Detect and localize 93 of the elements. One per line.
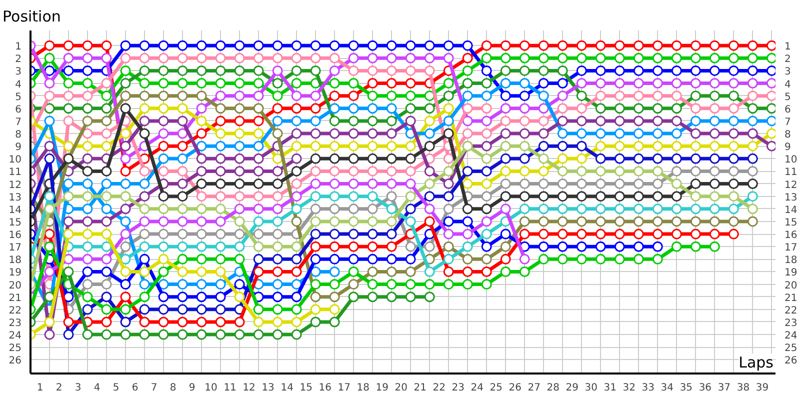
x-tick-label: 2 — [56, 382, 62, 394]
x-tick-label: 6 — [132, 382, 138, 394]
x-tick-label: 35 — [680, 382, 693, 394]
x-tick-label: 16 — [318, 382, 332, 394]
x-tick-label: 28 — [546, 382, 560, 394]
x-axis-title: Laps — [738, 354, 774, 372]
y2-tick-label: 18 — [784, 255, 798, 266]
y-tick-label: 16 — [8, 230, 22, 242]
x-tick-label: 12 — [242, 382, 256, 394]
y2-tick-label: 11 — [784, 167, 798, 178]
x-tick-label: 7 — [150, 382, 158, 394]
y2-tick-label: 12 — [784, 180, 798, 191]
y-tick-label: 21 — [8, 292, 22, 304]
y2-tick-label: 6 — [784, 104, 791, 116]
y-tick-label: 10 — [8, 154, 22, 166]
y2-tick-label: 22 — [784, 305, 798, 316]
y-tick-label: 8 — [15, 130, 22, 141]
y-axis-title: Position — [2, 8, 61, 26]
x-tick-label: 22 — [432, 382, 446, 394]
x-tick-label: 4 — [94, 382, 100, 394]
x-tick-label: 3 — [74, 382, 82, 394]
x-tick-label: 38 — [736, 382, 750, 394]
x-tick-label: 19 — [376, 382, 388, 394]
y2-tick-label: 21 — [784, 292, 798, 304]
y2-tick-label: 7 — [784, 116, 791, 128]
y2-tick-label: 25 — [784, 343, 798, 354]
y-tick-label: 18 — [8, 255, 22, 266]
y2-tick-label: 20 — [784, 280, 798, 292]
y2-tick-label: 15 — [784, 217, 798, 228]
x-tick-label: 13 — [262, 382, 274, 394]
y2-tick-label: 13 — [784, 192, 798, 204]
x-tick-label: 1 — [36, 382, 44, 394]
y-tick-label: 19 — [8, 268, 22, 279]
y2-tick-label: 10 — [784, 154, 798, 166]
y2-tick-label: 23 — [784, 318, 798, 329]
y2-tick-label: 2 — [784, 54, 791, 66]
x-tick-label: 26 — [508, 382, 522, 394]
y2-tick-label: 5 — [784, 92, 791, 103]
x-tick-label: 34 — [660, 382, 674, 394]
x-tick-label: 24 — [470, 382, 484, 394]
y2-tick-label: 3 — [784, 66, 791, 78]
x-tick-label: 21 — [414, 382, 426, 394]
x-tick-label: 37 — [718, 382, 731, 394]
y-tick-label: 2 — [15, 54, 22, 66]
y-tick-label: 26 — [8, 356, 22, 367]
y-tick-label: 7 — [15, 116, 22, 128]
y-tick-label: 3 — [15, 66, 22, 78]
x-tick-label: 31 — [604, 382, 617, 394]
x-tick-label: 18 — [356, 382, 370, 394]
x-tick-label: 29 — [566, 382, 579, 394]
y2-tick-label: 26 — [784, 356, 798, 367]
y-tick-label: 23 — [8, 318, 22, 329]
x-tick-label: 17 — [338, 382, 350, 394]
x-tick-label: 9 — [188, 382, 196, 394]
y-tick-label: 13 — [8, 192, 22, 204]
y-tick-label: 6 — [15, 104, 22, 116]
y-tick-label: 25 — [8, 343, 22, 354]
x-tick-label: 39 — [756, 382, 769, 394]
y2-tick-label: 16 — [784, 230, 798, 242]
x-tick-label: 25 — [490, 382, 502, 394]
y2-tick-label: 14 — [784, 204, 798, 216]
x-tick-label: 36 — [698, 382, 712, 394]
x-tick-label: 15 — [300, 382, 312, 394]
y-tick-label: 1 — [15, 42, 22, 53]
y2-tick-label: 19 — [784, 268, 798, 279]
y-tick-label: 24 — [8, 330, 22, 342]
x-tick-label: 32 — [622, 382, 636, 394]
y-tick-label: 9 — [15, 142, 22, 154]
y2-tick-label: 4 — [784, 79, 791, 90]
x-tick-label: 27 — [528, 382, 541, 394]
x-tick-label: 5 — [112, 382, 120, 394]
y2-tick-label: 17 — [784, 242, 798, 254]
x-tick-label: 30 — [584, 382, 598, 394]
y2-tick-label: 1 — [784, 42, 791, 53]
y-tick-label: 17 — [8, 242, 22, 254]
y-tick-label: 22 — [8, 305, 22, 316]
y2-tick-label: 24 — [784, 330, 798, 342]
x-tick-label: 10 — [204, 382, 218, 394]
y2-tick-label: 8 — [784, 130, 791, 141]
y-tick-label: 4 — [15, 79, 22, 90]
y-tick-label: 5 — [15, 92, 22, 103]
y-tick-label: 12 — [8, 180, 22, 191]
x-tick-label: 14 — [280, 382, 294, 394]
y-tick-label: 20 — [8, 280, 22, 292]
x-tick-label: 8 — [170, 382, 176, 394]
y-tick-label: 15 — [8, 217, 22, 228]
x-tick-label: 11 — [224, 382, 236, 394]
x-tick-label: 23 — [452, 382, 464, 394]
x-tick-label: 33 — [642, 382, 655, 394]
y2-tick-label: 9 — [784, 142, 791, 154]
y-tick-label: 11 — [8, 167, 22, 178]
y-tick-label: 14 — [8, 204, 22, 216]
x-tick-label: 20 — [394, 382, 408, 394]
